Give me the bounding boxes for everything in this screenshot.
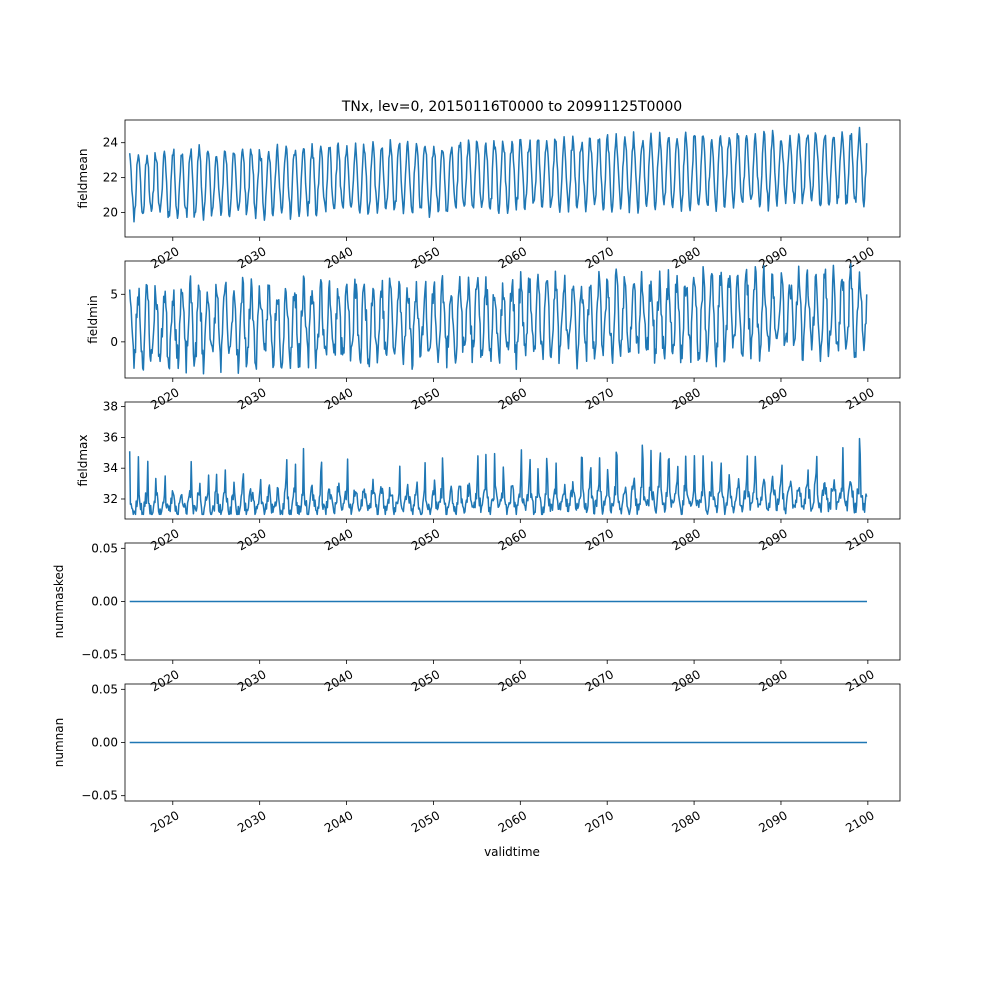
axes-frame: [124, 260, 901, 379]
series-line-fieldmax: [128, 437, 868, 516]
y-tick-label: 32: [103, 492, 118, 506]
y-tick-label: −0.05: [81, 648, 118, 662]
y-tick-label: 34: [103, 461, 118, 475]
y-tick-label: 24: [103, 136, 118, 150]
x-axis-label: validtime: [484, 845, 540, 859]
axes-frame: [124, 683, 901, 802]
y-tick-label: 36: [103, 430, 118, 444]
y-axis-label-nummasked: nummasked: [52, 565, 66, 639]
y-tick-label: 20: [103, 206, 118, 220]
y-tick-label: 38: [103, 400, 118, 414]
y-tick-label: 0.00: [91, 595, 118, 609]
axes-frame: [124, 401, 901, 520]
y-tick-label: 0: [110, 335, 118, 349]
subplot-fieldmax: 2020 2030 2040 2050 2060 2070 2080 2090 21003234…: [76, 400, 901, 553]
series-line-fieldmean: [128, 126, 868, 223]
y-tick-label: 0.00: [91, 736, 118, 750]
y-axis-label-fieldmax: fieldmax: [76, 434, 90, 486]
y-tick-label: −0.05: [81, 789, 118, 803]
y-tick-label: 5: [110, 287, 118, 301]
y-tick-label: 0.05: [91, 682, 118, 696]
y-axis-label-numnan: numnan: [52, 718, 66, 767]
y-axis-label-fieldmin: fieldmin: [86, 295, 100, 344]
axes-frame: [124, 119, 901, 238]
y-axis-label-fieldmean: fieldmean: [76, 149, 90, 209]
y-tick-label: 0.05: [91, 541, 118, 555]
series-line-fieldmin: [128, 263, 868, 375]
y-tick-label: 22: [103, 171, 118, 185]
axes-frame: [124, 542, 901, 661]
figure-title: TNx, lev=0, 20150116T0000 to 20991125T00…: [341, 99, 682, 115]
